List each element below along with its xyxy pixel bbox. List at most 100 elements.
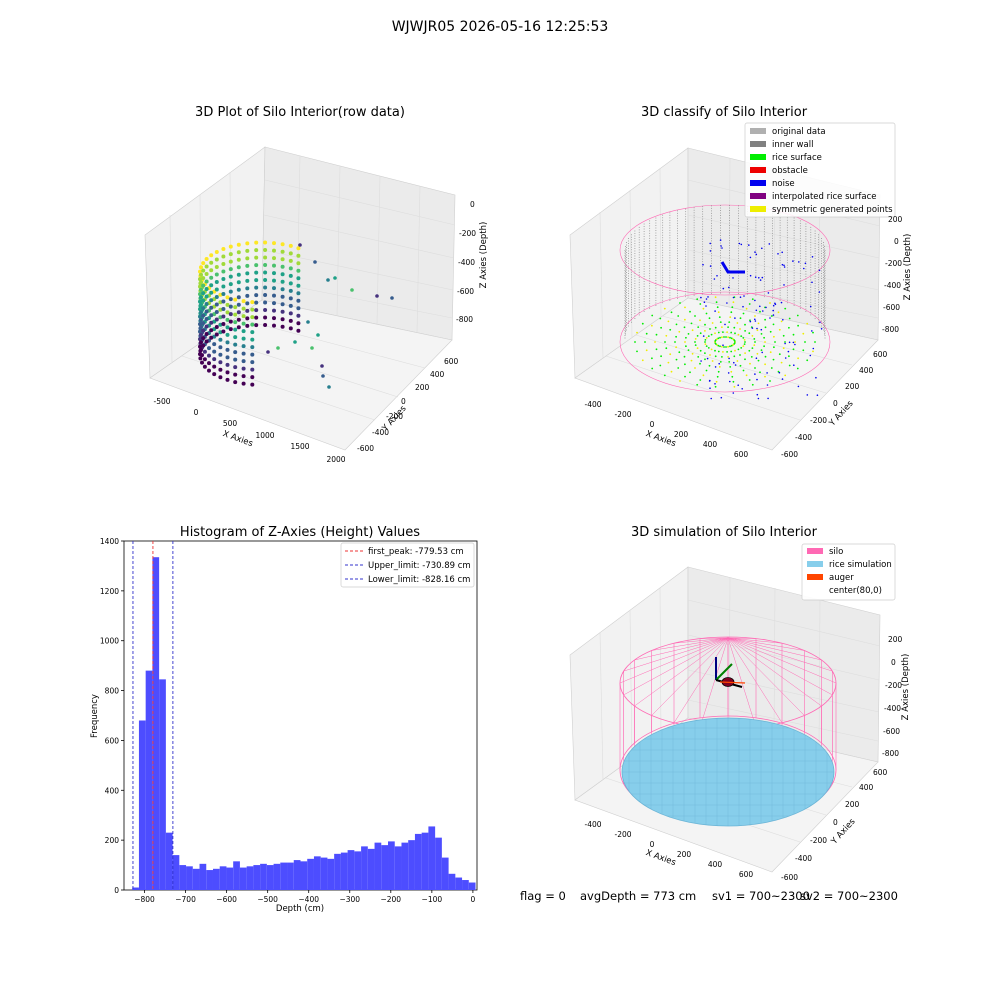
rice-surface-point bbox=[714, 326, 717, 329]
raw-point bbox=[250, 315, 255, 320]
raw-point bbox=[207, 361, 211, 366]
rice-surface-point bbox=[651, 357, 653, 360]
rice-surface-point bbox=[763, 345, 765, 348]
raw-y-tick: 0 bbox=[401, 397, 406, 406]
raw-point bbox=[296, 261, 301, 266]
rice-surface-point bbox=[722, 351, 724, 353]
rice-surface-point bbox=[730, 331, 733, 334]
raw-point bbox=[296, 253, 301, 258]
sim-x-tick: 400 bbox=[708, 860, 723, 869]
classify-y-tick: 400 bbox=[859, 366, 874, 375]
raw-point bbox=[214, 295, 219, 299]
raw-point bbox=[201, 313, 206, 318]
raw-point bbox=[202, 364, 207, 369]
noise-point bbox=[777, 253, 779, 255]
noise-point bbox=[761, 351, 763, 354]
rice-surface-point bbox=[742, 345, 745, 347]
raw-point bbox=[280, 279, 285, 284]
raw-point bbox=[198, 269, 202, 274]
raw-point bbox=[199, 317, 203, 322]
raw-point bbox=[198, 329, 202, 334]
raw-point bbox=[245, 256, 250, 261]
histogram-bar bbox=[212, 868, 220, 890]
raw-x-tick: 0 bbox=[194, 408, 199, 417]
noise-point bbox=[783, 284, 785, 286]
raw-point bbox=[266, 350, 270, 354]
raw-point bbox=[250, 360, 255, 365]
rice-surface-point bbox=[690, 359, 693, 362]
raw-point bbox=[254, 263, 259, 268]
raw-point bbox=[288, 243, 293, 248]
rice-surface-point bbox=[715, 301, 718, 304]
rice-surface-point bbox=[739, 317, 742, 320]
rice-surface-point bbox=[751, 347, 754, 349]
raw-point bbox=[209, 260, 214, 265]
rice-surface-point bbox=[684, 341, 686, 343]
noise-point bbox=[757, 397, 760, 400]
noise-point bbox=[714, 366, 717, 368]
rice-surface-point bbox=[704, 343, 707, 345]
raw-point bbox=[228, 327, 233, 332]
rice-surface-point bbox=[660, 355, 662, 358]
histogram-y-tick: 1000 bbox=[100, 637, 119, 646]
raw-point bbox=[233, 372, 238, 377]
rice-surface-point bbox=[645, 332, 648, 335]
rice-surface-point bbox=[694, 344, 697, 346]
raw-point bbox=[221, 329, 226, 334]
rice-surface-point bbox=[729, 345, 731, 348]
noise-point bbox=[793, 364, 795, 367]
rice-surface-point bbox=[696, 298, 699, 301]
sim-z-tick: -600 bbox=[883, 727, 900, 736]
rice-surface-point bbox=[744, 352, 746, 354]
noise-point bbox=[720, 245, 722, 247]
raw-point bbox=[233, 327, 238, 332]
raw-point bbox=[201, 268, 206, 273]
raw-point bbox=[298, 243, 302, 247]
raw-point bbox=[198, 292, 202, 297]
noise-point bbox=[705, 305, 707, 307]
rice-surface-point bbox=[710, 333, 713, 336]
raw-point bbox=[201, 261, 206, 266]
rice-surface-point bbox=[748, 332, 751, 335]
raw-point bbox=[228, 282, 233, 287]
noise-point bbox=[751, 327, 754, 329]
raw-z-tick: -200 bbox=[459, 229, 476, 238]
classify-y-tick: -600 bbox=[781, 450, 798, 459]
raw-point bbox=[228, 312, 233, 317]
noise-point bbox=[797, 385, 800, 388]
raw-point bbox=[263, 300, 268, 305]
auger-glyph bbox=[715, 657, 746, 688]
histogram-bar bbox=[367, 848, 375, 890]
rice-surface-point bbox=[716, 306, 719, 309]
raw-point bbox=[316, 333, 320, 337]
raw-point bbox=[263, 308, 268, 312]
raw-point bbox=[209, 335, 214, 340]
raw-point bbox=[263, 255, 268, 260]
raw-point bbox=[212, 342, 217, 347]
raw-point bbox=[207, 353, 211, 358]
rice-surface-point bbox=[753, 338, 756, 340]
noise-point bbox=[760, 328, 763, 331]
raw-point bbox=[202, 357, 207, 362]
rice-surface-point bbox=[675, 346, 677, 349]
raw-point-cloud bbox=[198, 240, 394, 389]
raw-point bbox=[250, 330, 255, 335]
rice-surface-point bbox=[744, 341, 746, 343]
raw-point bbox=[288, 258, 293, 263]
rice-surface-point bbox=[716, 338, 718, 340]
histogram-x-tick: −600 bbox=[216, 895, 237, 904]
histogram-y-tick: 1200 bbox=[100, 587, 119, 596]
raw-point bbox=[254, 278, 259, 283]
histogram-y-tick: 800 bbox=[105, 687, 120, 696]
raw-point bbox=[198, 344, 202, 349]
raw-point bbox=[241, 351, 246, 356]
silo-roof-wire bbox=[727, 637, 805, 651]
noise-point bbox=[741, 388, 743, 390]
noise-point bbox=[716, 275, 718, 277]
legend-label-silo: silo bbox=[829, 547, 843, 557]
histogram-bar bbox=[266, 865, 274, 890]
raw-point bbox=[272, 323, 276, 328]
noise-point bbox=[811, 281, 813, 284]
raw-point bbox=[241, 299, 246, 304]
rice-surface-point bbox=[636, 331, 638, 334]
